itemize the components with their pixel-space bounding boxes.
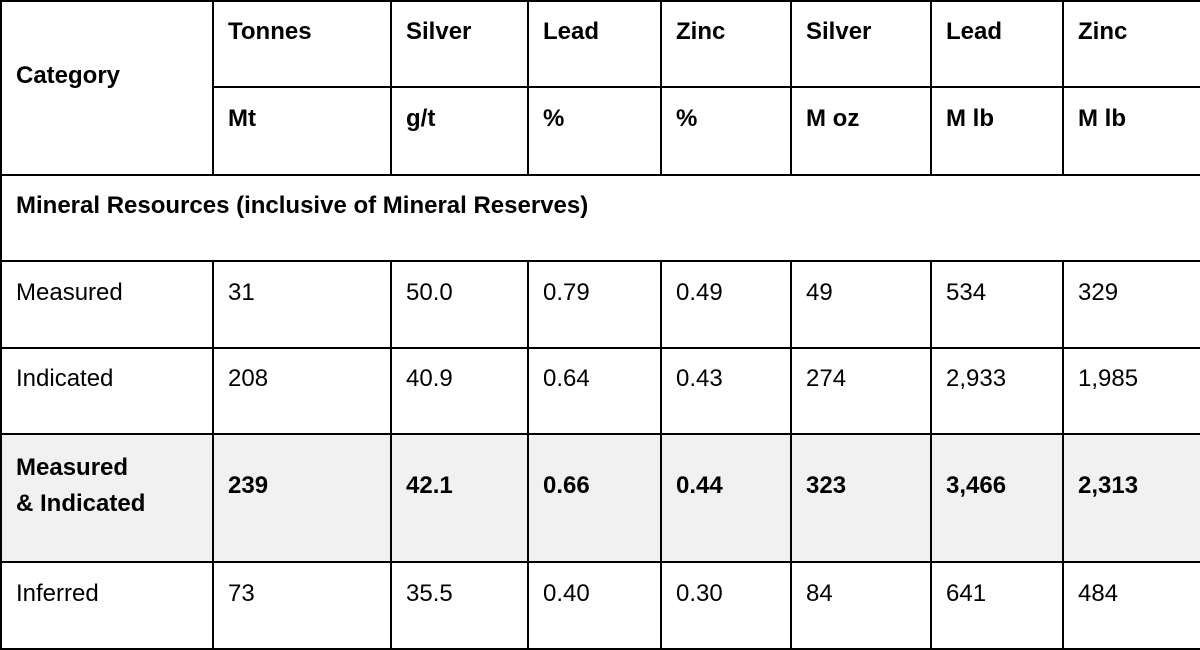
cell-silver-grade: 40.9 (390, 347, 529, 435)
header-row-units: Mt g/t % % M oz M lb M lb (1, 86, 1200, 176)
cell-silver-metal: 49 (790, 260, 932, 349)
cell-tonnes: 239 (212, 433, 392, 563)
section-title-row: Mineral Resources (inclusive of Mineral … (0, 174, 1200, 262)
table-row-measured: Measured 31 50.0 0.79 0.49 49 534 329 (0, 260, 1200, 349)
cell-lead-grade: 0.66 (527, 433, 662, 563)
unit-cell-lead-metal: M lb (930, 86, 1064, 176)
unit-cell-zinc-metal: M lb (1062, 86, 1200, 176)
header-cell-silver-metal: Silver (790, 0, 932, 88)
table-row-inferred: Inferred 73 35.5 0.40 0.30 84 641 484 (0, 561, 1200, 650)
cell-silver-metal: 274 (790, 347, 932, 435)
cell-zinc-grade: 0.44 (660, 433, 792, 563)
unit-cell-zinc-grade: % (660, 86, 792, 176)
cell-zinc-metal: 484 (1062, 561, 1200, 650)
header-row-names: Category Tonnes Silver Lead Zinc Silver … (0, 0, 1200, 176)
table-row-measured-and-indicated: Measured & Indicated 239 42.1 0.66 0.44 … (0, 433, 1200, 563)
unit-cell-silver-metal: M oz (790, 86, 932, 176)
cell-silver-metal: 323 (790, 433, 932, 563)
cell-lead-grade: 0.64 (527, 347, 662, 435)
cell-lead-metal: 534 (930, 260, 1064, 349)
cell-zinc-metal: 2,313 (1062, 433, 1200, 563)
unit-cell-silver-grade: g/t (390, 86, 529, 176)
cell-zinc-grade: 0.30 (660, 561, 792, 650)
cell-tonnes: 73 (212, 561, 392, 650)
header-cell-lead-metal: Lead (930, 0, 1064, 88)
header-cell-zinc-grade: Zinc (660, 0, 792, 88)
cell-lead-metal: 2,933 (930, 347, 1064, 435)
cell-lead-grade: 0.79 (527, 260, 662, 349)
cell-tonnes: 31 (212, 260, 392, 349)
row-category: Measured & Indicated (0, 433, 214, 563)
unit-cell-lead-grade: % (527, 86, 662, 176)
header-cell-silver-grade: Silver (390, 0, 529, 88)
cell-zinc-metal: 1,985 (1062, 347, 1200, 435)
header-cell-tonnes: Tonnes (212, 0, 392, 88)
cell-silver-grade: 50.0 (390, 260, 529, 349)
header-cell-lead-grade: Lead (527, 0, 662, 88)
cell-lead-grade: 0.40 (527, 561, 662, 650)
section-title: Mineral Resources (inclusive of Mineral … (0, 174, 1200, 262)
cell-zinc-grade: 0.43 (660, 347, 792, 435)
row-category: Measured (0, 260, 214, 349)
header-cell-zinc-metal: Zinc (1062, 0, 1200, 88)
cell-silver-grade: 42.1 (390, 433, 529, 563)
cell-tonnes: 208 (212, 347, 392, 435)
cell-zinc-metal: 329 (1062, 260, 1200, 349)
unit-cell-tonnes: Mt (212, 86, 392, 176)
header-cell-category: Category (0, 0, 214, 176)
cell-lead-metal: 3,466 (930, 433, 1064, 563)
row-category: Indicated (0, 347, 214, 435)
table-row-indicated: Indicated 208 40.9 0.64 0.43 274 2,933 1… (0, 347, 1200, 435)
cell-silver-grade: 35.5 (390, 561, 529, 650)
cell-silver-metal: 84 (790, 561, 932, 650)
cell-lead-metal: 641 (930, 561, 1064, 650)
cell-zinc-grade: 0.49 (660, 260, 792, 349)
row-category: Inferred (0, 561, 214, 650)
